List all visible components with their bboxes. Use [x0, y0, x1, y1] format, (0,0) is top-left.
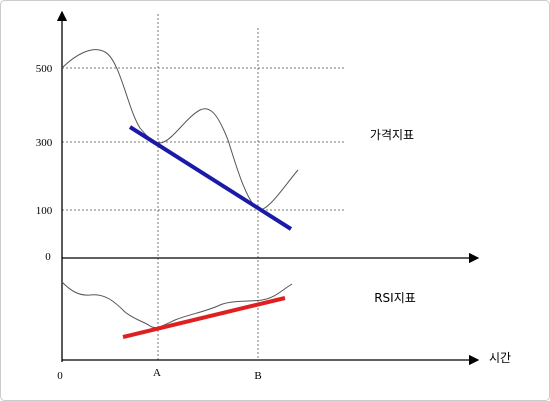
x-label: 0 — [57, 370, 63, 382]
y-label: 0 — [45, 251, 51, 263]
rsi-trendline — [122, 296, 286, 339]
y-label: 100 — [36, 205, 53, 217]
x-label: B — [254, 370, 261, 382]
price-label: 가격지표 — [370, 128, 414, 142]
rsi-label: RSI지표 — [374, 291, 416, 305]
x-title: 시간 — [489, 351, 511, 365]
axes — [56, 10, 480, 366]
price-trendline — [128, 125, 293, 231]
y-label: 300 — [36, 137, 53, 149]
y-label: 500 — [36, 63, 53, 75]
x-label: A — [153, 367, 161, 379]
